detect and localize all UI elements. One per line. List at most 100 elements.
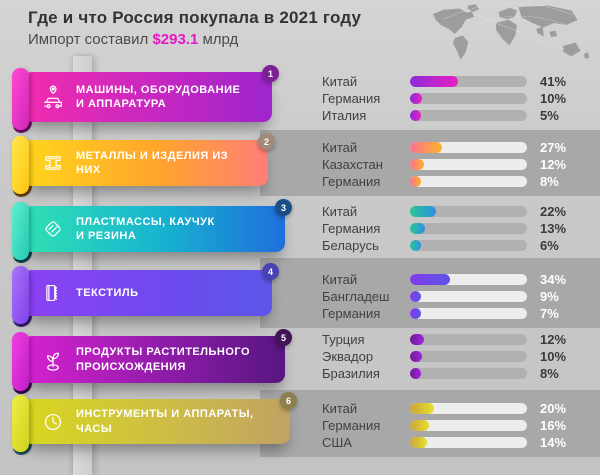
percent-label: 12% [540,332,567,347]
bar-track [410,437,527,448]
category-banner: МАШИНЫ, ОБОРУДОВАНИЕ И АППАРАТУРА 1 [26,65,279,122]
rank-badge: 1 [262,65,279,82]
percent-label: 13% [540,221,567,236]
ribbon-roll [12,202,29,260]
percent-label: 7% [540,306,559,321]
percent-label: 8% [540,366,559,381]
country-stats: Китай 22% Германия 13% Беларусь 6% [322,203,590,254]
percent-label: 10% [540,91,567,106]
bar-fill [410,274,451,285]
bar-fill [410,206,436,217]
stat-row: США 14% [322,434,590,451]
bar-fill [410,437,427,448]
country-label: Турция [322,332,365,347]
country-stats: Китай 27% Казахстан 12% Германия 8% [322,139,590,190]
stat-row: Китай 22% [322,203,590,220]
percent-label: 6% [540,238,559,253]
bar-track [410,142,527,153]
fabric-roll-icon [39,279,67,307]
rank-badge: 6 [280,392,297,409]
clock-icon [39,408,67,436]
country-stats: Китай 41% Германия 10% Италия 5% [322,73,590,124]
country-label: Италия [322,108,367,123]
bar-fill [410,308,421,319]
stat-row: Эквадор 10% [322,348,590,365]
category-section-plastics: ПЛАСТМАССЫ, КАУЧУК И РЕЗИНА 3 Китай 22% … [0,199,600,263]
percent-label: 12% [540,157,567,172]
page-subtitle: Импорт составил $293.1 млрд [28,31,238,48]
ribbon-roll [12,266,29,324]
rank-badge: 2 [258,133,275,150]
country-label: Бангладеш [322,289,390,304]
bar-fill [410,110,421,121]
category-banner: МЕТАЛЛЫ И ИЗДЕЛИЯ ИЗ НИХ 2 [26,133,275,186]
percent-label: 5% [540,108,559,123]
category-title: ИНСТРУМЕНТЫ И АППАРАТЫ, ЧАСЫ [76,408,254,435]
country-label: Германия [322,418,381,433]
bar-track [410,291,527,302]
country-stats: Турция 12% Эквадор 10% Бразилия 8% [322,331,590,382]
country-label: Германия [322,306,381,321]
bar-track [410,334,527,345]
country-label: Беларусь [322,238,379,253]
bar-track [410,403,527,414]
category-banner: ПРОДУКТЫ РАСТИТЕЛЬНОГО ПРОИСХОЖДЕНИЯ 5 [26,329,292,383]
stat-row: Турция 12% [322,331,590,348]
bar-fill [410,403,434,414]
country-label: США [322,435,352,450]
subtitle-prefix: Импорт составил [28,31,153,48]
category-section-instruments: ИНСТРУМЕНТЫ И АППАРАТЫ, ЧАСЫ 6 Китай 20%… [0,392,600,455]
steel-beam-icon [39,149,67,177]
country-label: Китай [322,140,358,155]
country-label: Казахстан [322,157,383,172]
car-location-icon [39,83,67,111]
bar-fill [410,334,425,345]
stat-row: Китай 34% [322,271,590,288]
subtitle-suffix: млрд [198,31,239,48]
percent-label: 14% [540,435,567,450]
bar-track [410,223,527,234]
percent-label: 22% [540,204,567,219]
category-title: ПЛАСТМАССЫ, КАУЧУК И РЕЗИНА [76,215,215,242]
country-label: Китай [322,401,358,416]
bar-track [410,206,527,217]
percent-label: 9% [540,289,559,304]
category-banner: ИНСТРУМЕНТЫ И АППАРАТЫ, ЧАСЫ 6 [26,392,297,444]
bar-fill [410,159,425,170]
country-label: Германия [322,174,381,189]
country-label: Германия [322,221,381,236]
bar-track [410,420,527,431]
percent-label: 8% [540,174,559,189]
stat-row: Казахстан 12% [322,156,590,173]
bar-track [410,308,527,319]
rank-badge: 4 [262,263,279,280]
bar-track [410,368,527,379]
stat-row: Китай 41% [322,73,590,90]
percent-label: 16% [540,418,567,433]
country-label: Эквадор [322,349,374,364]
bar-fill [410,142,442,153]
percent-label: 10% [540,349,567,364]
stat-row: Германия 13% [322,220,590,237]
bar-fill [410,176,421,187]
stat-row: Германия 16% [322,417,590,434]
rank-badge: 3 [275,199,292,216]
bar-track [410,110,527,121]
bar-track [410,176,527,187]
ribbon-roll [12,68,29,130]
bar-fill [410,240,421,251]
category-title: МАШИНЫ, ОБОРУДОВАНИЕ И АППАРАТУРА [76,83,241,110]
bar-track [410,159,527,170]
category-section-machines: МАШИНЫ, ОБОРУДОВАНИЕ И АППАРАТУРА 1 Кита… [0,65,600,133]
category-section-textile: ТЕКСТИЛЬ 4 Китай 34% Бангладеш 9% Герман… [0,263,600,327]
stat-row: Италия 5% [322,107,590,124]
bar-fill [410,223,426,234]
category-section-metals: МЕТАЛЛЫ И ИЗДЕЛИЯ ИЗ НИХ 2 Китай 27% Каз… [0,133,600,197]
stat-row: Бангладеш 9% [322,288,590,305]
stat-row: Германия 7% [322,305,590,322]
percent-label: 20% [540,401,567,416]
country-stats: Китай 34% Бангладеш 9% Германия 7% [322,271,590,322]
ribbon-roll [12,136,29,194]
category-banner: ПЛАСТМАССЫ, КАУЧУК И РЕЗИНА 3 [26,199,292,252]
